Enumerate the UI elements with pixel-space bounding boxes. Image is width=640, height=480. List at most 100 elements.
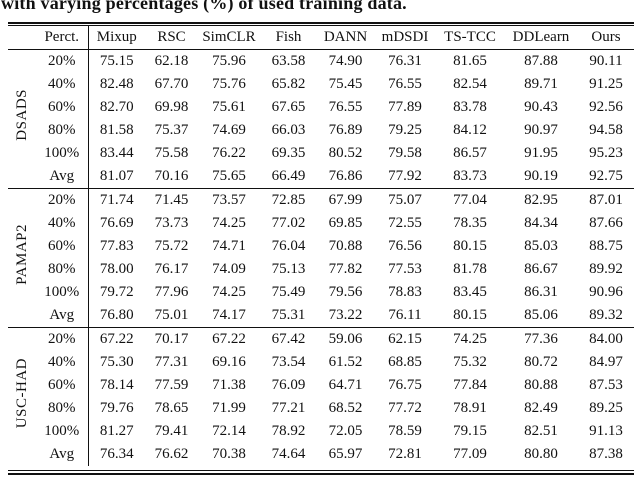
value-cell: 90.19	[524, 168, 558, 184]
value-cell: 76.11	[388, 307, 422, 323]
value-cell: 75.13	[271, 261, 306, 277]
table-row: 60% 82.70 69.98 75.61 67.65 76.55 77.89 83.78 90…	[8, 96, 634, 119]
value-cell: 83.45	[453, 284, 487, 300]
dataset-label-dsads: DSADS	[8, 50, 36, 189]
value-cell: 82.54	[453, 76, 487, 92]
value-cell: 74.71	[212, 238, 246, 254]
value-cell: 63.58	[271, 53, 306, 69]
value-cell: 91.13	[589, 423, 623, 439]
value-cell: 79.76	[99, 400, 134, 416]
value-cell: 76.69	[99, 215, 134, 231]
value-cell: 80.88	[524, 377, 558, 393]
value-cell: 80.15	[453, 307, 487, 323]
table-bottom-rule	[8, 470, 634, 475]
value-cell: 73.54	[271, 354, 306, 370]
value-cell: 75.72	[154, 238, 189, 254]
value-cell: 83.73	[453, 168, 487, 184]
col-header-perct-: Perct.	[36, 26, 89, 50]
table-row: 60% 78.14 77.59 71.38 76.09 64.71 76.75 77.84 80…	[8, 374, 634, 397]
value-cell: 76.55	[328, 99, 363, 115]
value-cell: 71.74	[88, 188, 145, 212]
value-cell: 80.80	[524, 446, 558, 462]
value-cell: 72.85	[260, 188, 317, 212]
value-cell: 74.25	[436, 327, 504, 351]
value-cell: 74.25	[212, 284, 246, 300]
value-cell: 88.75	[589, 238, 623, 254]
value-cell: 67.42	[260, 327, 317, 351]
table-row: USC-HAD 20% 67.22 70.17 67.22 67.42 59.06 62.15…	[8, 327, 634, 466]
value-cell: 74.90	[328, 53, 363, 69]
table-row: 60% 77.83 75.72 74.71 76.04 70.88 76.56 80.15 85…	[8, 235, 634, 258]
value-cell: 83.78	[453, 99, 487, 115]
value-cell: 76.31	[388, 53, 422, 69]
row-label: 80%	[36, 258, 89, 281]
value-cell: 79.15	[453, 423, 487, 439]
row-label: 100%	[36, 142, 89, 165]
value-cell: 77.82	[328, 261, 363, 277]
value-cell: 70.38	[212, 446, 246, 462]
dataset-label-text: PAMAP2	[14, 223, 30, 285]
value-cell: 91.95	[524, 145, 558, 161]
value-cell: 75.37	[154, 122, 189, 138]
value-cell: 81.07	[99, 168, 134, 184]
value-cell: 75.76	[212, 76, 246, 92]
value-cell: 82.48	[99, 76, 134, 92]
value-cell: 59.06	[317, 327, 374, 351]
table-caption: with varying percentages (%) of used tra…	[1, 0, 407, 13]
dataset-label-usc-had: USC-HAD	[8, 327, 36, 466]
value-cell: 67.22	[88, 327, 145, 351]
value-cell: 83.44	[99, 145, 134, 161]
value-cell: 76.86	[328, 168, 363, 184]
value-cell: 75.45	[328, 76, 363, 92]
value-cell: 90.11	[589, 53, 623, 69]
col-header-fish: Fish	[260, 26, 317, 50]
value-cell: 62.15	[374, 327, 436, 351]
value-cell: 78.91	[453, 400, 487, 416]
table-row: 80% 78.00 76.17 74.09 75.13 77.82 77.53 81.78 86…	[8, 258, 634, 281]
dataset-column-header	[8, 26, 36, 50]
value-cell: 82.95	[504, 188, 578, 212]
value-cell: 91.25	[589, 76, 623, 92]
value-cell: 75.58	[154, 145, 189, 161]
value-cell: 87.53	[589, 377, 623, 393]
table-header-row: Perct. Mixup RSC SimCLR Fish DANN mDSDI TS-TCC D…	[8, 26, 634, 50]
value-cell: 84.00	[578, 327, 634, 351]
value-cell: 86.57	[453, 145, 487, 161]
row-label: Avg	[36, 165, 89, 189]
value-cell: 87.38	[589, 446, 623, 462]
row-label: 40%	[36, 73, 89, 96]
value-cell: 62.18	[154, 53, 189, 69]
value-cell: 77.02	[271, 215, 306, 231]
value-cell: 95.23	[589, 145, 623, 161]
value-cell: 79.56	[328, 284, 363, 300]
value-cell: 75.15	[99, 53, 134, 69]
value-cell: 79.41	[154, 423, 189, 439]
value-cell: 75.61	[212, 99, 246, 115]
value-cell: 90.43	[524, 99, 558, 115]
value-cell: 77.84	[453, 377, 487, 393]
table-row: 40% 82.48 67.70 75.76 65.82 75.45 76.55 82.54 89…	[8, 73, 634, 96]
value-cell: 90.96	[589, 284, 623, 300]
row-label: Avg	[36, 443, 89, 466]
value-cell: 76.62	[154, 446, 189, 462]
value-cell: 87.66	[589, 215, 623, 231]
table-row: 40% 75.30 77.31 69.16 73.54 61.52 68.85 75.32 80…	[8, 351, 634, 374]
value-cell: 87.01	[578, 188, 634, 212]
row-label: 60%	[36, 374, 89, 397]
value-cell: 72.55	[388, 215, 422, 231]
value-cell: 84.34	[524, 215, 558, 231]
value-cell: 69.85	[328, 215, 363, 231]
value-cell: 67.99	[317, 188, 374, 212]
row-label: 20%	[36, 49, 89, 73]
row-label: 40%	[36, 351, 89, 374]
value-cell: 75.96	[212, 53, 246, 69]
value-cell: 73.22	[328, 307, 363, 323]
value-cell: 69.16	[212, 354, 246, 370]
value-cell: 78.35	[453, 215, 487, 231]
row-label: 60%	[36, 235, 89, 258]
value-cell: 77.09	[453, 446, 487, 462]
row-label: 100%	[36, 281, 89, 304]
row-label: 60%	[36, 96, 89, 119]
value-cell: 82.49	[524, 400, 558, 416]
